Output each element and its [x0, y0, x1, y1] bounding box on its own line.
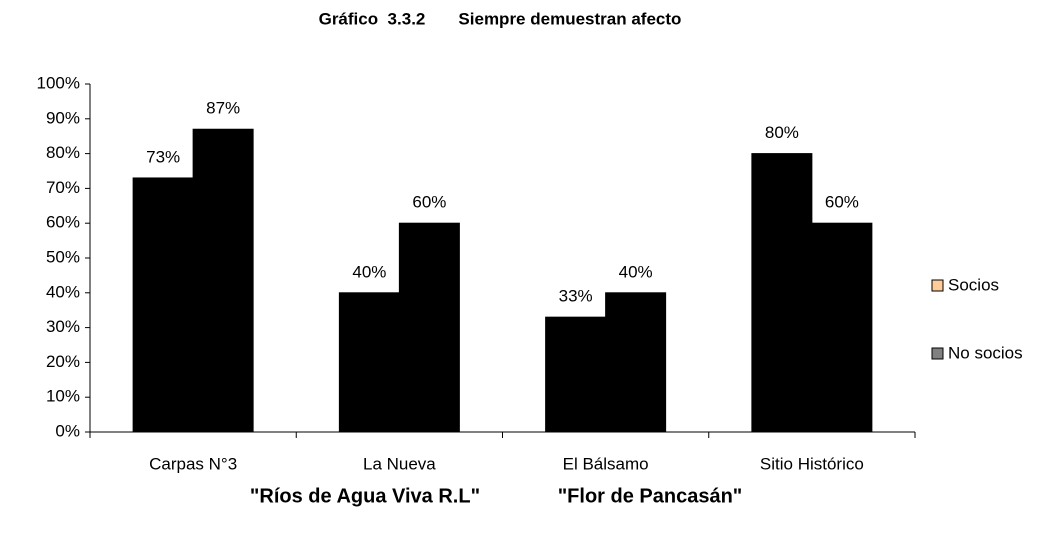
bar	[751, 153, 813, 433]
legend-label: No socios	[948, 343, 1023, 362]
y-tick-label: 100%	[37, 73, 80, 92]
value-label: 80%	[765, 123, 799, 142]
bar	[605, 292, 667, 433]
value-label: 60%	[412, 193, 446, 212]
y-tick-label: 60%	[46, 213, 80, 232]
y-tick-label: 90%	[46, 108, 80, 127]
y-tick-label: 10%	[46, 387, 80, 406]
y-tick-label: 70%	[46, 178, 80, 197]
bar	[811, 222, 873, 433]
value-label: 73%	[146, 147, 180, 166]
x-tick-label: Carpas N°3	[149, 454, 237, 473]
value-label: 40%	[619, 262, 653, 281]
value-label: 40%	[352, 262, 386, 281]
y-tick-label: 20%	[46, 352, 80, 371]
value-label: 60%	[825, 193, 859, 212]
bar	[398, 222, 460, 433]
y-tick-label: 30%	[46, 317, 80, 336]
bar	[192, 128, 254, 433]
legend-swatch	[931, 347, 944, 360]
y-tick-label: 40%	[46, 282, 80, 301]
x-tick-label: Sitio Histórico	[760, 454, 864, 473]
annotation: "Ríos de Agua Viva R.L"	[250, 485, 480, 507]
x-tick-label: La Nueva	[363, 454, 436, 473]
legend-label: Socios	[948, 275, 999, 294]
value-label: 87%	[206, 99, 240, 118]
y-tick-label: 80%	[46, 143, 80, 162]
legend-swatch	[931, 279, 944, 292]
bar	[545, 316, 607, 433]
value-label: 33%	[559, 287, 593, 306]
bar	[338, 292, 400, 433]
y-tick-label: 50%	[46, 247, 80, 266]
y-tick-label: 0%	[55, 421, 80, 440]
annotation: "Flor de Pancasán"	[558, 485, 743, 507]
bar	[132, 177, 194, 433]
x-tick-label: El Bálsamo	[563, 454, 649, 473]
chart-title: Gráfico 3.3.2 Siempre demuestran afecto	[319, 9, 682, 28]
